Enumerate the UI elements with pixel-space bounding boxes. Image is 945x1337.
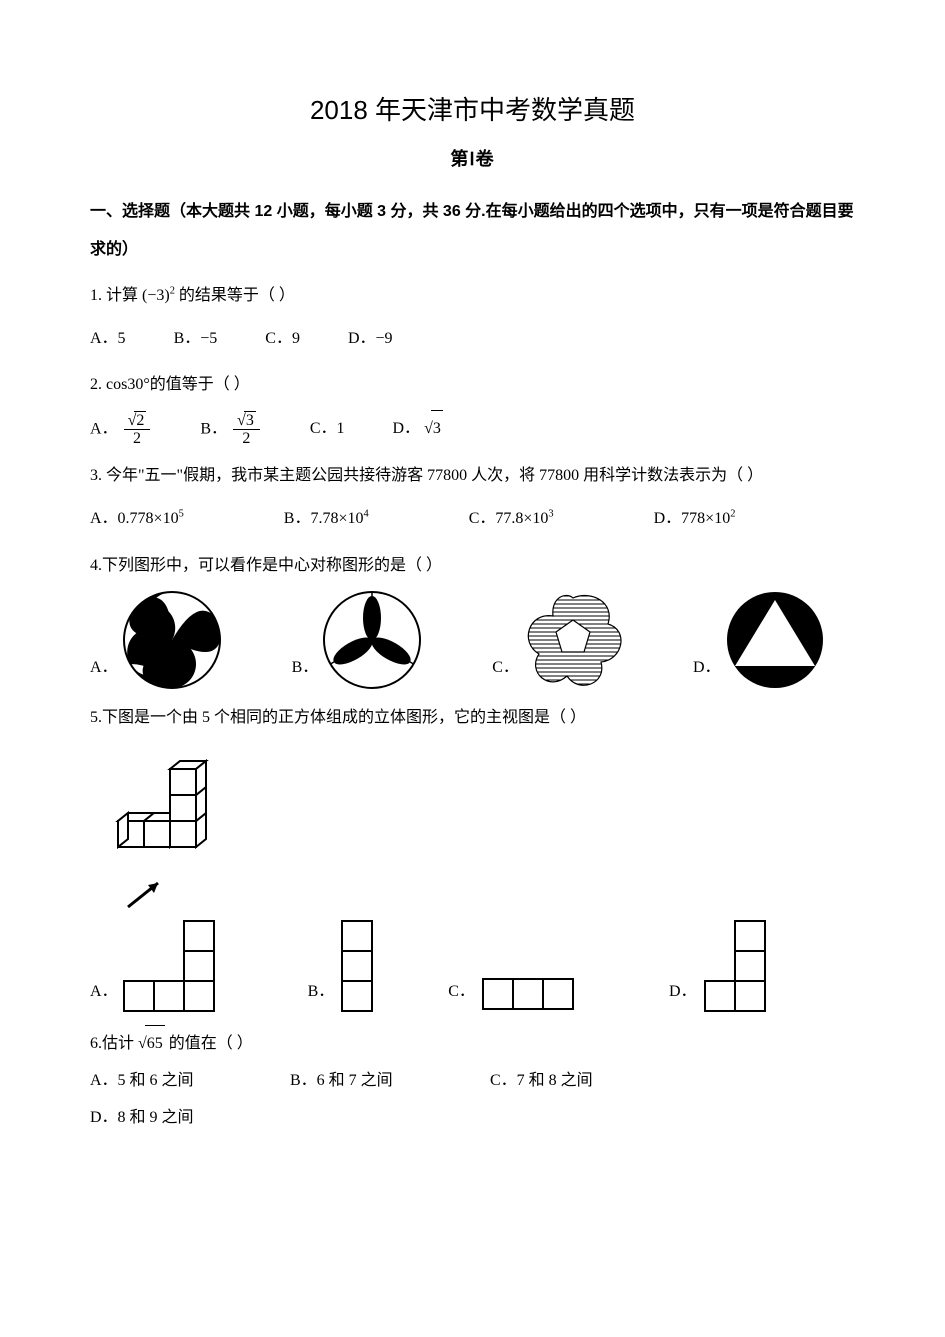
- q1-num: 1.: [90, 287, 102, 304]
- front-view-b-icon: [338, 919, 378, 1015]
- q5-options: A． B．: [90, 919, 855, 1015]
- q2-opt-a: A． √2 2: [90, 411, 152, 448]
- frac-icon: √3 2: [231, 411, 262, 448]
- question-3: 3. 今年"五一"假期，我市某主题公园共接待游客 77800 人次，将 7780…: [90, 458, 855, 538]
- q1-opt-b: B．−5: [174, 321, 218, 358]
- q4-opt-a: A．: [90, 590, 222, 690]
- front-view-c-icon: [479, 975, 579, 1015]
- front-view-a-icon: [122, 919, 218, 1015]
- question-1: 1. 计算 (−3)2 的结果等于（ ） A．5 B．−5 C．9 D．−9: [90, 278, 855, 358]
- trefoil-icon: [322, 590, 422, 690]
- q1-stem-post: 的结果等于（ ）: [179, 287, 295, 304]
- question-6-stem: 6.估计 √65 的值在（ ）: [90, 1025, 855, 1063]
- section-instructions: 一、选择题（本大题共 12 小题，每小题 3 分，共 36 分.在每小题给出的四…: [90, 193, 855, 270]
- q5-opt-d: D．: [669, 919, 771, 1015]
- q3-opt-b: B．7.78×104: [284, 501, 369, 538]
- q6-opt-c: C．7 和 8 之间: [490, 1063, 690, 1100]
- exam-page: 2018 年天津市中考数学真题 第Ⅰ卷 一、选择题（本大题共 12 小题，每小题…: [0, 0, 945, 1207]
- q6-opt-a: A．5 和 6 之间: [90, 1063, 290, 1100]
- q6-opt-d: D．8 和 9 之间: [90, 1100, 290, 1137]
- q1-opt-d: D．−9: [348, 321, 393, 358]
- q2-opt-b: B． √3 2: [200, 411, 261, 448]
- question-4-stem: 4.下列图形中，可以看作是中心对称图形的是（ ）: [90, 548, 855, 585]
- q2-num: 2.: [90, 376, 102, 393]
- q5-opt-c: C．: [448, 974, 579, 1015]
- q2-opt-d: D． √3: [393, 410, 443, 448]
- star-hatched-icon: [523, 590, 623, 690]
- q1-stem-pre: 计算: [106, 287, 138, 304]
- q2-stem: cos30°的值等于（ ）: [106, 376, 250, 393]
- q4-options: A．: [90, 590, 855, 690]
- question-5: 5.下图是一个由 5 个相同的正方体组成的立体图形，它的主视图是（ ）: [90, 700, 855, 1015]
- question-2: 2. cos30°的值等于（ ） A． √2 2 B． √3 2 C．1 D．: [90, 367, 855, 448]
- q4-opt-c: C．: [492, 590, 623, 690]
- page-subtitle: 第Ⅰ卷: [90, 145, 855, 171]
- question-1-stem: 1. 计算 (−3)2 的结果等于（ ）: [90, 278, 855, 315]
- question-2-stem: 2. cos30°的值等于（ ）: [90, 367, 855, 404]
- page-title: 2018 年天津市中考数学真题: [90, 90, 855, 127]
- q5-opt-a: A．: [90, 919, 218, 1015]
- question-3-stem: 3. 今年"五一"假期，我市某主题公园共接待游客 77800 人次，将 7780…: [90, 458, 855, 495]
- front-view-d-icon: [701, 919, 771, 1015]
- q3-opt-c: C．77.8×103: [469, 501, 554, 538]
- q4-opt-d: D．: [693, 590, 825, 690]
- q5-opt-b: B．: [308, 919, 379, 1015]
- q5-main-figure: [100, 743, 855, 913]
- q2-options: A． √2 2 B． √3 2 C．1 D． √3: [90, 410, 855, 448]
- q1-opt-c: C．9: [265, 321, 300, 358]
- q6-options: A．5 和 6 之间 B．6 和 7 之间 C．7 和 8 之间 D．8 和 9…: [90, 1063, 855, 1137]
- q6-opt-b: B．6 和 7 之间: [290, 1063, 490, 1100]
- q3-options: A．0.778×105 B．7.78×104 C．77.8×103 D．778×…: [90, 501, 855, 538]
- q1-options: A．5 B．−5 C．9 D．−9: [90, 321, 855, 358]
- frac-icon: √2 2: [122, 411, 153, 448]
- q3-stem: 今年"五一"假期，我市某主题公园共接待游客 77800 人次，将 77800 用…: [106, 467, 763, 484]
- arrow-icon: [120, 873, 855, 913]
- q4-opt-b: B．: [292, 590, 423, 690]
- q3-opt-a: A．0.778×105: [90, 501, 184, 538]
- cube-solid-icon: [100, 743, 230, 873]
- question-6: 6.估计 √65 的值在（ ） A．5 和 6 之间 B．6 和 7 之间 C．…: [90, 1025, 855, 1136]
- q3-opt-d: D．778×102: [654, 501, 736, 538]
- question-4: 4.下列图形中，可以看作是中心对称图形的是（ ） A．: [90, 548, 855, 691]
- q1-expr: (−3)2: [142, 287, 175, 304]
- q3-num: 3.: [90, 467, 102, 484]
- pinwheel-icon: [122, 590, 222, 690]
- question-5-stem: 5.下图是一个由 5 个相同的正方体组成的立体图形，它的主视图是（ ）: [90, 700, 855, 737]
- q2-opt-c: C．1: [310, 411, 345, 448]
- triangle-in-circle-icon: [725, 590, 825, 690]
- q1-opt-a: A．5: [90, 321, 126, 358]
